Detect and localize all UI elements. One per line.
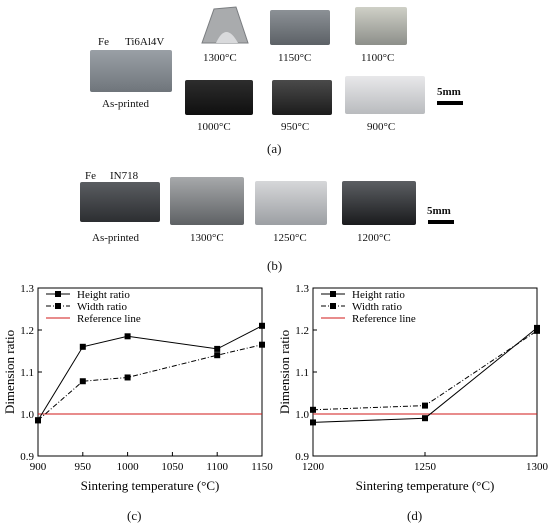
data-point xyxy=(310,419,316,426)
sample-1000-photo xyxy=(185,80,253,115)
sample-950-photo xyxy=(272,80,332,115)
y-tick-label: 1.3 xyxy=(295,283,309,295)
sample-label: 1250°C xyxy=(273,232,307,244)
y-axis-label: Dimension ratio xyxy=(2,330,17,414)
chart-c: 900 950 1000 1050 1100 1150 0.9 1.0 1.1 1.2 1.3 Sin… xyxy=(2,283,273,493)
legend-marker xyxy=(330,303,336,309)
x-axis-label: Sintering temperature (°C) xyxy=(81,478,220,493)
data-point xyxy=(259,341,265,348)
sample-1300-photo xyxy=(196,3,254,47)
x-tick-label: 1150 xyxy=(251,461,273,473)
series-line xyxy=(37,325,263,421)
sample-1300-photo xyxy=(170,177,244,225)
x-tick-label: 950 xyxy=(75,461,92,473)
y-tick-label: 1.2 xyxy=(20,325,34,337)
data-point xyxy=(124,333,131,340)
x-axis-label: Sintering temperature (°C) xyxy=(356,478,495,493)
data-point xyxy=(214,345,221,352)
sample-label: 1150°C xyxy=(278,52,312,64)
legend-label: Height ratio xyxy=(77,289,130,301)
y-axis-label: Dimension ratio xyxy=(277,330,292,414)
y-tick-label: 1.1 xyxy=(295,367,309,379)
plot-frame xyxy=(312,287,538,457)
sample-1200-photo xyxy=(342,181,416,225)
legend-marker xyxy=(55,291,61,297)
data-point xyxy=(422,415,428,422)
y-tick-label: 1.2 xyxy=(295,325,309,337)
y-tick-label: 1.0 xyxy=(20,409,34,421)
y-tick-label: 0.9 xyxy=(20,451,34,463)
data-point xyxy=(534,327,540,334)
x-tick-label: 1250 xyxy=(414,461,437,473)
data-point xyxy=(259,322,265,329)
data-point xyxy=(422,402,428,409)
scale-bar-label: 5mm xyxy=(427,205,451,217)
caption-b: (b) xyxy=(267,258,283,273)
chart-d: 1200 1250 1300 0.9 1.0 1.1 1.2 1.3 Sintering tem… xyxy=(277,283,549,493)
legend-label: Height ratio xyxy=(352,289,405,301)
alloy-label: IN718 xyxy=(110,170,139,182)
sample-label: 1200°C xyxy=(357,232,391,244)
alloy-label: Ti6Al4V xyxy=(125,36,165,48)
legend-label: Width ratio xyxy=(77,301,127,313)
sample-label: 1300°C xyxy=(203,52,237,64)
sample-1250-photo xyxy=(255,181,327,225)
as-printed-sample-photo xyxy=(90,50,172,92)
caption-a: (a) xyxy=(267,141,282,156)
series-line xyxy=(37,344,263,421)
y-tick-label: 0.9 xyxy=(295,451,309,463)
x-tick-label: 1300 xyxy=(526,461,549,473)
fe-label: Fe xyxy=(85,170,96,182)
sample-label: 1300°C xyxy=(190,232,224,244)
legend-label: Width ratio xyxy=(352,301,402,313)
sample-label: 1100°C xyxy=(361,52,395,64)
x-tick-label: 900 xyxy=(30,461,47,473)
sample-label: 1000°C xyxy=(197,121,231,133)
x-tick-label: 1200 xyxy=(302,461,325,473)
sample-1150-photo xyxy=(270,10,330,45)
legend-marker xyxy=(55,303,61,309)
legend-marker xyxy=(330,291,336,297)
y-tick-label: 1.0 xyxy=(295,409,309,421)
scale-bar xyxy=(437,101,463,105)
y-tick-label: 1.1 xyxy=(20,367,34,379)
data-point xyxy=(214,352,221,359)
x-tick-label: 1000 xyxy=(117,461,140,473)
data-point xyxy=(310,406,316,413)
caption-d: (d) xyxy=(407,508,423,523)
scale-bar-label: 5mm xyxy=(437,86,461,98)
x-tick-label: 1100 xyxy=(206,461,228,473)
legend-label: Reference line xyxy=(77,313,141,325)
series-line xyxy=(312,330,538,411)
as-printed-label: As-printed xyxy=(92,232,140,244)
data-point xyxy=(79,378,86,385)
caption-c: (c) xyxy=(127,508,142,523)
data-point xyxy=(124,374,131,381)
scale-bar xyxy=(428,220,454,224)
data-point xyxy=(35,417,41,424)
y-tick-label: 1.3 xyxy=(20,283,34,295)
legend-label: Reference line xyxy=(352,313,416,325)
x-tick-label: 1050 xyxy=(161,461,184,473)
sample-label: 950°C xyxy=(281,121,310,133)
fe-label: Fe xyxy=(98,36,109,48)
sample-1100-photo xyxy=(355,7,407,45)
as-printed-label: As-printed xyxy=(102,98,150,110)
sample-label: 900°C xyxy=(367,121,396,133)
data-point xyxy=(79,343,86,350)
as-printed-sample-photo xyxy=(80,182,160,222)
sample-900-photo xyxy=(345,76,425,114)
